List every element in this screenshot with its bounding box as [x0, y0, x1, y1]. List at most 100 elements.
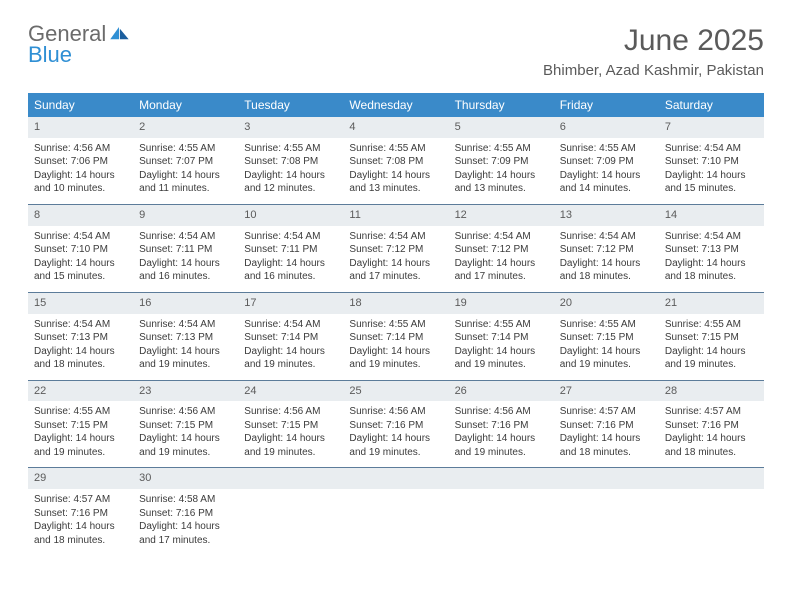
- sunset-line: Sunset: 7:09 PM: [455, 155, 548, 169]
- day-number-cell: 19: [449, 292, 554, 313]
- day-body-cell: Sunrise: 4:57 AMSunset: 7:16 PMDaylight:…: [659, 401, 764, 468]
- sunset-line: Sunset: 7:15 PM: [34, 419, 127, 433]
- sunset-line: Sunset: 7:08 PM: [244, 155, 337, 169]
- day-number-cell: 27: [554, 380, 659, 401]
- sunrise-line: Sunrise: 4:54 AM: [244, 230, 337, 244]
- sunset-line: Sunset: 7:15 PM: [560, 331, 653, 345]
- daylight-line: Daylight: 14 hours and 17 minutes.: [455, 257, 548, 284]
- sunset-line: Sunset: 7:07 PM: [139, 155, 232, 169]
- day-number-cell: 20: [554, 292, 659, 313]
- weekday-header: Monday: [133, 93, 238, 117]
- daylight-line: Daylight: 14 hours and 19 minutes.: [349, 432, 442, 459]
- daylight-line: Daylight: 14 hours and 18 minutes.: [34, 345, 127, 372]
- day-number-cell: 23: [133, 380, 238, 401]
- day-number-cell: [449, 468, 554, 489]
- day-body-cell: Sunrise: 4:56 AMSunset: 7:06 PMDaylight:…: [28, 138, 133, 205]
- day-body-cell: Sunrise: 4:55 AMSunset: 7:15 PMDaylight:…: [659, 314, 764, 381]
- day-number-cell: 15: [28, 292, 133, 313]
- daylight-line: Daylight: 14 hours and 19 minutes.: [244, 345, 337, 372]
- day-number-cell: 3: [238, 117, 343, 138]
- location: Bhimber, Azad Kashmir, Pakistan: [543, 62, 764, 79]
- day-number-cell: 7: [659, 117, 764, 138]
- day-number-cell: 28: [659, 380, 764, 401]
- daylight-line: Daylight: 14 hours and 15 minutes.: [665, 169, 758, 196]
- day-body-cell: Sunrise: 4:55 AMSunset: 7:07 PMDaylight:…: [133, 138, 238, 205]
- sunrise-line: Sunrise: 4:54 AM: [34, 318, 127, 332]
- weekday-header: Tuesday: [238, 93, 343, 117]
- day-body-cell: Sunrise: 4:54 AMSunset: 7:13 PMDaylight:…: [659, 226, 764, 293]
- daylight-line: Daylight: 14 hours and 19 minutes.: [560, 345, 653, 372]
- daylight-line: Daylight: 14 hours and 19 minutes.: [139, 345, 232, 372]
- day-body-row: Sunrise: 4:57 AMSunset: 7:16 PMDaylight:…: [28, 489, 764, 555]
- sunrise-line: Sunrise: 4:54 AM: [560, 230, 653, 244]
- sunrise-line: Sunrise: 4:55 AM: [349, 318, 442, 332]
- day-number-row: 22232425262728: [28, 380, 764, 401]
- daylight-line: Daylight: 14 hours and 15 minutes.: [34, 257, 127, 284]
- sunrise-line: Sunrise: 4:57 AM: [665, 405, 758, 419]
- day-number-cell: 25: [343, 380, 448, 401]
- day-body-cell: Sunrise: 4:56 AMSunset: 7:15 PMDaylight:…: [238, 401, 343, 468]
- day-number-cell: 14: [659, 204, 764, 225]
- daylight-line: Daylight: 14 hours and 19 minutes.: [139, 432, 232, 459]
- day-body-cell: Sunrise: 4:55 AMSunset: 7:15 PMDaylight:…: [554, 314, 659, 381]
- sunrise-line: Sunrise: 4:56 AM: [455, 405, 548, 419]
- day-number-cell: 12: [449, 204, 554, 225]
- sunset-line: Sunset: 7:09 PM: [560, 155, 653, 169]
- day-body-cell: [554, 489, 659, 555]
- title-block: June 2025 Bhimber, Azad Kashmir, Pakista…: [543, 24, 764, 79]
- sunrise-line: Sunrise: 4:54 AM: [455, 230, 548, 244]
- day-body-cell: Sunrise: 4:56 AMSunset: 7:16 PMDaylight:…: [343, 401, 448, 468]
- sunrise-line: Sunrise: 4:54 AM: [139, 318, 232, 332]
- day-number-row: 2930: [28, 468, 764, 489]
- day-number-cell: 4: [343, 117, 448, 138]
- day-number-cell: 1: [28, 117, 133, 138]
- day-body-cell: Sunrise: 4:57 AMSunset: 7:16 PMDaylight:…: [554, 401, 659, 468]
- sunset-line: Sunset: 7:06 PM: [34, 155, 127, 169]
- day-number-cell: 9: [133, 204, 238, 225]
- day-body-cell: Sunrise: 4:55 AMSunset: 7:09 PMDaylight:…: [554, 138, 659, 205]
- sunrise-line: Sunrise: 4:55 AM: [455, 142, 548, 156]
- day-body-cell: Sunrise: 4:57 AMSunset: 7:16 PMDaylight:…: [28, 489, 133, 555]
- daylight-line: Daylight: 14 hours and 18 minutes.: [665, 432, 758, 459]
- sunrise-line: Sunrise: 4:55 AM: [560, 318, 653, 332]
- daylight-line: Daylight: 14 hours and 19 minutes.: [34, 432, 127, 459]
- day-body-row: Sunrise: 4:54 AMSunset: 7:13 PMDaylight:…: [28, 314, 764, 381]
- sunset-line: Sunset: 7:13 PM: [665, 243, 758, 257]
- day-body-cell: Sunrise: 4:55 AMSunset: 7:15 PMDaylight:…: [28, 401, 133, 468]
- daylight-line: Daylight: 14 hours and 18 minutes.: [560, 432, 653, 459]
- daylight-line: Daylight: 14 hours and 14 minutes.: [560, 169, 653, 196]
- calendar-table: SundayMondayTuesdayWednesdayThursdayFrid…: [28, 93, 764, 555]
- daylight-line: Daylight: 14 hours and 16 minutes.: [244, 257, 337, 284]
- sunset-line: Sunset: 7:12 PM: [560, 243, 653, 257]
- daylight-line: Daylight: 14 hours and 18 minutes.: [34, 520, 127, 547]
- day-body-cell: Sunrise: 4:56 AMSunset: 7:16 PMDaylight:…: [449, 401, 554, 468]
- daylight-line: Daylight: 14 hours and 19 minutes.: [244, 432, 337, 459]
- day-body-cell: Sunrise: 4:54 AMSunset: 7:13 PMDaylight:…: [28, 314, 133, 381]
- sunset-line: Sunset: 7:10 PM: [665, 155, 758, 169]
- sunset-line: Sunset: 7:15 PM: [139, 419, 232, 433]
- day-body-row: Sunrise: 4:56 AMSunset: 7:06 PMDaylight:…: [28, 138, 764, 205]
- weekday-header-row: SundayMondayTuesdayWednesdayThursdayFrid…: [28, 93, 764, 117]
- day-number-cell: [238, 468, 343, 489]
- sunset-line: Sunset: 7:14 PM: [455, 331, 548, 345]
- sunset-line: Sunset: 7:16 PM: [349, 419, 442, 433]
- sail-icon: [108, 27, 130, 41]
- sunset-line: Sunset: 7:16 PM: [560, 419, 653, 433]
- sunrise-line: Sunrise: 4:55 AM: [139, 142, 232, 156]
- day-number-cell: 2: [133, 117, 238, 138]
- day-number-cell: 11: [343, 204, 448, 225]
- day-number-cell: 30: [133, 468, 238, 489]
- day-body-cell: Sunrise: 4:55 AMSunset: 7:14 PMDaylight:…: [449, 314, 554, 381]
- day-number-cell: 10: [238, 204, 343, 225]
- sunset-line: Sunset: 7:14 PM: [349, 331, 442, 345]
- daylight-line: Daylight: 14 hours and 12 minutes.: [244, 169, 337, 196]
- day-number-cell: [343, 468, 448, 489]
- daylight-line: Daylight: 14 hours and 18 minutes.: [560, 257, 653, 284]
- sunset-line: Sunset: 7:16 PM: [665, 419, 758, 433]
- day-number-cell: 5: [449, 117, 554, 138]
- day-body-row: Sunrise: 4:55 AMSunset: 7:15 PMDaylight:…: [28, 401, 764, 468]
- day-number-cell: [554, 468, 659, 489]
- sunrise-line: Sunrise: 4:54 AM: [139, 230, 232, 244]
- sunset-line: Sunset: 7:16 PM: [139, 507, 232, 521]
- day-body-cell: Sunrise: 4:54 AMSunset: 7:12 PMDaylight:…: [554, 226, 659, 293]
